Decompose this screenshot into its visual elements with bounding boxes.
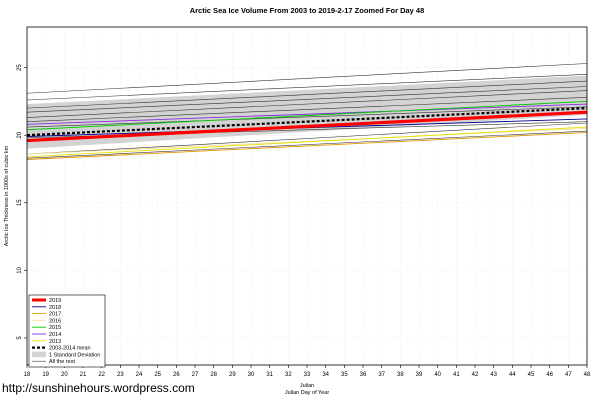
std-deviation-band	[27, 75, 587, 149]
x-tick-label: 20	[61, 372, 68, 378]
x-tick-label: 26	[173, 372, 180, 378]
legend-label: 2019	[49, 298, 61, 304]
series-line-2003-2014-mean	[26, 107, 588, 137]
series-line-other	[26, 97, 588, 122]
x-tick-label: 39	[416, 372, 423, 378]
x-tick-label: 31	[266, 372, 273, 378]
x-tick-label: 29	[229, 372, 236, 378]
series-line-other	[26, 90, 588, 118]
series-line-other	[26, 63, 588, 94]
legend-label: 1 Standard Deviation	[49, 352, 100, 358]
x-tick-label: 38	[397, 372, 404, 378]
series-line-other	[26, 74, 588, 101]
x-tick-label: 22	[98, 372, 105, 378]
x-tick-label: 32	[285, 372, 292, 378]
legend-label: 2018	[49, 305, 61, 311]
x-tick-label: 48	[584, 372, 591, 378]
series-line-other	[26, 106, 588, 128]
y-tick-label: 10	[17, 266, 23, 273]
x-tick-label: 33	[304, 372, 311, 378]
legend-label: 2003-2014 mean	[49, 346, 91, 352]
watermark: http://sunshinehours.wordpress.com	[2, 381, 195, 395]
legend-label: 2016	[49, 318, 61, 324]
y-axis-label: Arctic Ice Thickness in 1000s of cubic k…	[4, 145, 10, 246]
x-tick-label: 23	[117, 372, 124, 378]
y-tick-label: 20	[17, 131, 23, 138]
x-tick-label: 43	[490, 372, 497, 378]
y-tick-label: 25	[17, 64, 23, 71]
x-tick-label: 46	[546, 372, 553, 378]
x-tick-label: 44	[509, 372, 516, 378]
legend-label: All the rest	[49, 359, 75, 365]
x-tick-label: 34	[322, 372, 329, 378]
series-line-2015	[26, 100, 588, 131]
chart-title: Arctic Sea Ice Volume From 2003 to 2019-…	[190, 6, 425, 15]
x-axis-sublabel: Julian Day of Year	[285, 390, 330, 396]
x-tick-label: 18	[24, 372, 31, 378]
x-tick-label: 28	[210, 372, 217, 378]
legend-label: 2013	[49, 339, 61, 345]
x-tick-label: 45	[528, 372, 535, 378]
series-line-2017	[26, 132, 588, 160]
series-line-other	[26, 130, 588, 159]
x-tick-label: 21	[80, 372, 87, 378]
x-tick-label: 19	[42, 372, 49, 378]
x-tick-label: 30	[248, 372, 255, 378]
x-tick-label: 36	[360, 372, 367, 378]
x-tick-label: 40	[434, 372, 441, 378]
x-tick-label: 47	[565, 372, 572, 378]
series-line-2013	[26, 126, 588, 158]
series-line-2019	[26, 110, 588, 143]
series-line-2014	[26, 103, 588, 125]
x-tick-label: 35	[341, 372, 348, 378]
y-tick-label: 5	[17, 336, 23, 340]
series-line-other	[26, 80, 588, 109]
x-tick-label: 27	[192, 372, 199, 378]
legend-label: 2015	[49, 325, 61, 331]
series-line-2016	[26, 127, 588, 155]
legend-label: 2017	[49, 312, 61, 318]
x-tick-label: 42	[472, 372, 479, 378]
x-tick-label: 41	[453, 372, 460, 378]
x-tick-label: 37	[378, 372, 385, 378]
x-tick-label: 25	[154, 372, 161, 378]
x-axis-label: Julian	[300, 383, 314, 389]
series-line-other	[26, 86, 588, 113]
x-tick-label: 24	[136, 372, 143, 378]
series-line-other	[26, 122, 588, 155]
legend-swatch-std-band	[32, 351, 46, 358]
legend-label: 2014	[49, 332, 61, 338]
y-tick-label: 15	[17, 199, 23, 206]
